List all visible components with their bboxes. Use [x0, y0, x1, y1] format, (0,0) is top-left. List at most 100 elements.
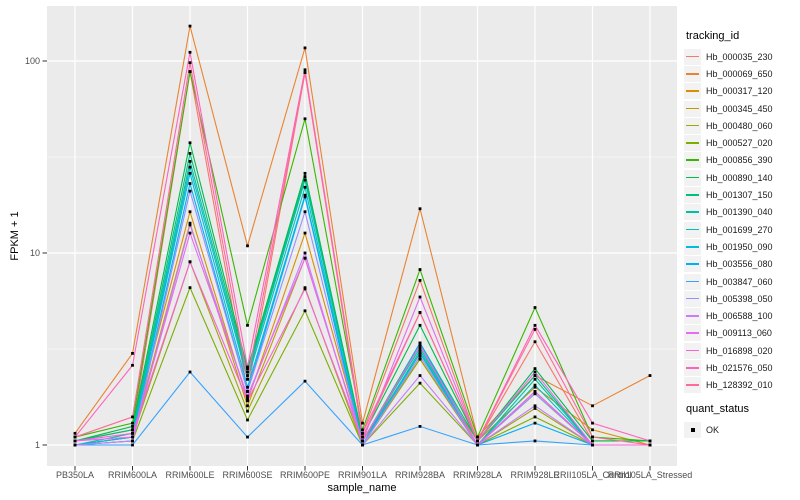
data-point: [361, 435, 364, 439]
data-point: [188, 165, 192, 169]
legend-item-Hb_000527_020: Hb_000527_020: [684, 134, 800, 152]
legend-item-Hb_003847_060: Hb_003847_060: [684, 273, 800, 290]
data-point: [533, 374, 537, 377]
data-point: [361, 431, 364, 435]
data-point: [418, 374, 422, 377]
data-point: [131, 439, 134, 443]
legend-key-line-icon: [686, 315, 699, 317]
data-point: [648, 374, 652, 377]
legend: tracking_id Hb_000035_230 Hb_000069_650 Hb…: [684, 30, 800, 438]
data-point: [418, 381, 422, 385]
data-point: [533, 390, 537, 393]
data-point: [303, 171, 307, 175]
legend-title-quant-status: quant_status: [686, 402, 749, 415]
data-point: [418, 346, 422, 350]
legend-item-Hb_021576_050: Hb_021576_050: [684, 359, 800, 376]
legend-key-line-icon: [686, 263, 699, 265]
legend-item-label: Hb_001699_270: [706, 224, 773, 235]
data-point: [188, 210, 192, 214]
quant-status-legend: quant_status OK: [684, 403, 800, 438]
legend-key-line-icon: [686, 194, 699, 196]
data-point: [591, 439, 594, 443]
data-point: [246, 396, 249, 400]
data-point: [246, 367, 249, 370]
legend-key-swatch: [684, 308, 701, 325]
legend-key-line-icon: [686, 280, 699, 283]
data-point: [188, 24, 192, 28]
x-axis-title: sample_name: [327, 482, 397, 494]
data-point: [246, 385, 249, 389]
data-point: [303, 379, 307, 383]
legend-item-label: Hb_000035_230: [706, 51, 773, 62]
legend-item-label: Hb_001307_150: [706, 190, 773, 201]
legend-item-label: Hb_000317_120: [706, 86, 773, 97]
data-point: [533, 439, 537, 443]
legend-item-label: Hb_000856_390: [706, 155, 773, 166]
legend-item-Hb_009113_060: Hb_009113_060: [684, 325, 800, 342]
data-point: [246, 390, 249, 393]
x-tick-label: RRII105LA_Stressed: [608, 470, 693, 480]
legend-item-label: Hb_001950_090: [706, 241, 773, 252]
legend-key-swatch: [684, 290, 701, 307]
legend-item-Hb_005398_050: Hb_005398_050: [684, 290, 800, 307]
data-point: [418, 424, 422, 428]
data-point: [418, 351, 422, 355]
data-point: [188, 159, 192, 163]
data-point: [418, 354, 422, 358]
legend-key-swatch: [684, 273, 701, 290]
data-point: [648, 443, 652, 447]
data-point: [533, 306, 537, 309]
legend-item-label: Hb_003847_060: [706, 276, 773, 287]
x-tick-label: RRIM928LA: [453, 470, 502, 480]
x-tick-label: RRIM600PE: [280, 470, 330, 480]
legend-key-line-icon: [686, 228, 699, 231]
data-point: [246, 418, 249, 422]
x-tick-label: RRIM600LE: [165, 470, 214, 480]
legend-item-Hb_001390_040: Hb_001390_040: [684, 204, 800, 221]
data-point: [303, 231, 307, 235]
legend-key-line-icon: [686, 349, 699, 352]
data-point: [303, 68, 307, 72]
legend-key-swatch: [684, 135, 701, 152]
data-point: [418, 311, 422, 314]
legend-item-Hb_000069_650: Hb_000069_650: [684, 65, 800, 82]
legend-key-swatch: [684, 152, 701, 169]
legend-item-Hb_001950_090: Hb_001950_090: [684, 238, 800, 255]
data-point: [303, 178, 307, 182]
data-point: [131, 431, 134, 435]
legend-key-swatch: [684, 100, 701, 117]
legend-item-Hb_000317_120: Hb_000317_120: [684, 83, 800, 100]
x-tick-label: RRIM600LA: [108, 470, 157, 480]
legend-key-swatch: [684, 187, 701, 204]
legend-key-swatch: [684, 325, 701, 342]
legend-key-swatch: [684, 204, 701, 221]
data-point: [131, 428, 134, 432]
data-point: [131, 415, 134, 419]
legend-key-line-icon: [686, 55, 699, 58]
data-point: [303, 309, 307, 313]
legend-item-label: Hb_000527_020: [706, 138, 773, 149]
data-point: [533, 370, 537, 374]
legend-item-label: Hb_000069_650: [706, 68, 773, 79]
data-point: [361, 421, 364, 425]
legend-key-line-icon: [686, 366, 699, 369]
x-tick-label: RRIM600SE: [222, 470, 272, 480]
data-point: [188, 231, 192, 235]
legend-item-Hb_001307_150: Hb_001307_150: [684, 186, 800, 204]
data-point: [303, 117, 307, 121]
data-point: [73, 435, 77, 439]
data-point: [131, 443, 134, 447]
legend-item-Hb_001699_270: Hb_001699_270: [684, 221, 800, 238]
legend-item-Hb_000890_140: Hb_000890_140: [684, 169, 800, 186]
legend-item-label: Hb_009113_060: [706, 328, 772, 339]
data-point: [246, 370, 249, 374]
data-point: [73, 431, 77, 435]
legend-item-label: Hb_006588_100: [706, 311, 773, 322]
legend-key-line-icon: [686, 384, 699, 386]
data-point: [533, 415, 537, 419]
legend-key-line-icon: [686, 159, 699, 162]
data-point: [188, 260, 192, 264]
legend-key-line-icon: [686, 72, 699, 75]
legend-item-label: Hb_128392_010: [706, 380, 773, 391]
